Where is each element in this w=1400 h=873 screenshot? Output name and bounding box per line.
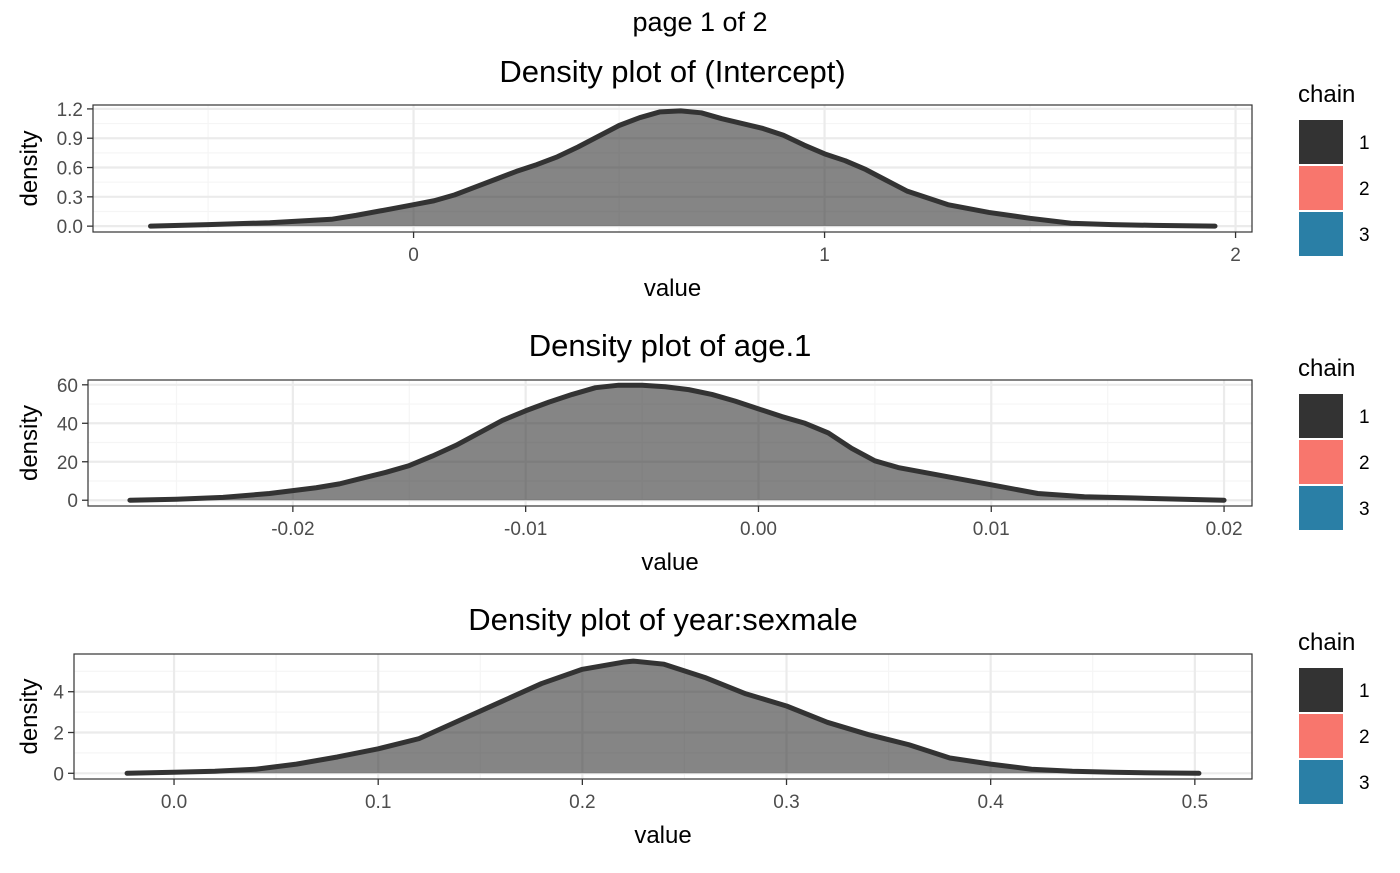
- density-area-chain-1: [129, 385, 1225, 501]
- legend-label-chain-3: 3: [1359, 225, 1370, 246]
- legend-chain: chain 1 2 3: [1298, 629, 1370, 804]
- plot-frame: [73, 653, 1253, 780]
- page-title: page 1 of 2: [632, 7, 768, 37]
- y-tick-label: 0.6: [57, 159, 83, 180]
- x-tick-label: 0.02: [1206, 519, 1243, 540]
- legend-key-chain-1: [1299, 120, 1343, 164]
- y-tick-label: 2: [53, 724, 64, 745]
- y-tick-label: 0.9: [57, 129, 83, 150]
- legend-label-chain-1: 1: [1359, 407, 1370, 428]
- legend-chain: chain 1 2 3: [1298, 355, 1370, 530]
- density-line-chain-1: [124, 658, 1202, 776]
- x-tick-label: 0.4: [977, 792, 1004, 813]
- y-tick-label: 60: [57, 376, 78, 397]
- x-tick-label: 0.0: [161, 792, 187, 813]
- x-axis-title: value: [634, 822, 691, 849]
- density-area-chain-1: [150, 110, 1216, 227]
- legend-label-chain-3: 3: [1359, 773, 1370, 794]
- legend-key-chain-2: [1299, 714, 1343, 758]
- x-tick-label: 0.1: [365, 792, 391, 813]
- legend-label-chain-3: 3: [1359, 499, 1370, 520]
- y-tick-label: 0.3: [57, 188, 83, 209]
- legend-chain: chain 1 2 3: [1298, 81, 1370, 256]
- legend-label-chain-1: 1: [1359, 681, 1370, 702]
- density-area-chain-1: [127, 661, 1199, 774]
- x-tick-label: 0.5: [1182, 792, 1208, 813]
- x-tick-label: 0.00: [740, 519, 777, 540]
- density-chart-age: Density plot of age.1 -0.02 -0.01 0.00 0.01 0…: [16, 328, 1370, 576]
- y-tick-label: 0: [67, 491, 78, 512]
- x-tick-label: 0.2: [569, 792, 595, 813]
- x-tick-label: 0.01: [973, 519, 1010, 540]
- legend-title: chain: [1298, 629, 1355, 656]
- y-tick-label: 20: [57, 453, 78, 474]
- legend-title: chain: [1298, 81, 1355, 108]
- density-line-chain-1: [148, 108, 1218, 229]
- legend-label-chain-2: 2: [1359, 179, 1370, 200]
- legend-key-chain-3: [1299, 212, 1343, 256]
- x-tick-label: 0: [408, 245, 419, 266]
- density-panel-age: Density plot of age.1 -0.02 -0.01 0.00 0.01 0…: [0, 324, 1400, 599]
- density-panel-intercept: Density plot of (Intercept) 0 1 2 0.0 0.3 0.6 0…: [0, 50, 1400, 325]
- y-axis-title: density: [16, 678, 43, 754]
- legend-key-chain-3: [1299, 486, 1343, 530]
- x-axis-title: value: [644, 275, 701, 302]
- x-tick-label: 1: [819, 245, 830, 266]
- density-panel-year-sexmale: Density plot of year:sexmale 0.0 0.1 0.2 0.3…: [0, 598, 1400, 873]
- legend-title: chain: [1298, 355, 1355, 382]
- density-line-chain-1: [127, 382, 1227, 503]
- y-axis-title: density: [16, 130, 43, 206]
- chart-title-year-sexmale: Density plot of year:sexmale: [468, 602, 857, 637]
- x-tick-label: -0.01: [504, 519, 547, 540]
- chart-title-age: Density plot of age.1: [529, 328, 812, 363]
- x-axis-title: value: [641, 549, 698, 576]
- legend-key-chain-2: [1299, 166, 1343, 210]
- y-tick-label: 0.0: [57, 217, 83, 238]
- y-axis-title: density: [16, 405, 43, 481]
- legend-key-chain-1: [1299, 668, 1343, 712]
- density-chart-year-sexmale: Density plot of year:sexmale 0.0 0.1 0.2 0.3…: [16, 602, 1370, 849]
- legend-label-chain-2: 2: [1359, 727, 1370, 748]
- plot-frame: [87, 379, 1253, 507]
- x-tick-label: 0.3: [773, 792, 799, 813]
- y-tick-label: 1.2: [57, 100, 83, 121]
- legend-key-chain-1: [1299, 394, 1343, 438]
- x-tick-label: 2: [1230, 245, 1241, 266]
- legend-key-chain-2: [1299, 440, 1343, 484]
- chart-title-intercept: Density plot of (Intercept): [499, 54, 845, 89]
- y-tick-label: 0: [53, 764, 64, 785]
- y-tick-label: 4: [53, 683, 64, 704]
- y-tick-label: 40: [57, 414, 78, 435]
- legend-key-chain-3: [1299, 760, 1343, 804]
- legend-label-chain-1: 1: [1359, 133, 1370, 154]
- density-chart-intercept: Density plot of (Intercept) 0 1 2 0.0 0.3 0.6 0…: [16, 54, 1370, 302]
- x-tick-label: -0.02: [271, 519, 314, 540]
- plot-frame: [92, 104, 1253, 233]
- legend-label-chain-2: 2: [1359, 453, 1370, 474]
